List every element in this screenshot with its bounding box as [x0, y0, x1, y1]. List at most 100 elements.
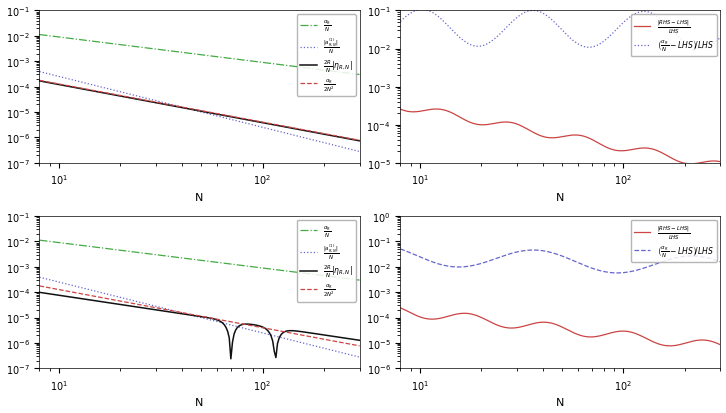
$\frac{2R}{N}|\eta_{R,N}|$ [94, 299, 103, 304]
$\frac{\alpha_R}{2N^2}$ [35, 284, 44, 289]
$\frac{\alpha_R}{N}$ [355, 278, 364, 283]
X-axis label: N: N [556, 397, 565, 408]
$\frac{|RHS-LHS|}{LHS}$ [455, 311, 464, 316]
$\frac{\alpha_R}{2N^2}$ [328, 133, 337, 138]
$\frac{|a^{(1)}_{R,N}|}{N}$ [328, 143, 337, 148]
$\frac{2R}{N}|\eta_{R,N}|$ [48, 292, 57, 297]
$\frac{\alpha_R}{2N^2}$ [328, 338, 337, 343]
$\frac{\alpha_R}{N}$ [35, 238, 44, 243]
$\left(\frac{\alpha_R}{N}-LHS\right)\!/LHS$ [696, 47, 704, 52]
$\frac{2R}{N}|\eta_{R,N}|$ [339, 136, 348, 141]
$\left(\frac{\alpha_R}{N}-LHS\right)\!/LHS$ [716, 260, 725, 265]
$\frac{|a^{(1)}_{R,N}|}{N}$ [94, 85, 103, 90]
$\left(\frac{\alpha_R}{N}-LHS\right)\!/LHS$ [481, 260, 490, 265]
$\frac{|RHS-LHS|}{LHS}$ [431, 107, 440, 112]
$\frac{|a^{(1)}_{R,N}|}{N}$ [35, 275, 44, 280]
$\frac{2R}{N}|\eta_{R,N}|$ [330, 334, 338, 339]
$\frac{\alpha_R}{N}$ [54, 36, 63, 40]
$\frac{\alpha_R}{2N^2}$ [54, 82, 63, 87]
$\left(\frac{\alpha_R}{N}-LHS\right)\!/LHS$ [701, 255, 710, 260]
$\frac{\alpha_R}{2N^2}$ [121, 95, 129, 100]
$\frac{|RHS-LHS|}{LHS}$ [415, 109, 424, 114]
X-axis label: N: N [556, 192, 565, 202]
Line: $\frac{2R}{N}|\eta_{R,N}|$: $\frac{2R}{N}|\eta_{R,N}|$ [39, 293, 359, 359]
$\frac{|a^{(1)}_{R,N}|}{N}$ [94, 290, 103, 295]
$\left(\frac{\alpha_R}{N}-LHS\right)\!/LHS$ [409, 252, 417, 257]
$\frac{|RHS-LHS|}{LHS}$ [716, 342, 725, 347]
X-axis label: N: N [195, 397, 204, 408]
$\frac{|RHS-LHS|}{LHS}$ [701, 338, 710, 343]
$\frac{|a^{(1)}_{R,N}|}{N}$ [339, 351, 348, 356]
$\left(\frac{\alpha_R}{N}-LHS\right)\!/LHS$ [457, 37, 466, 42]
$\frac{|RHS-LHS|}{LHS}$ [409, 312, 417, 317]
$\frac{|RHS-LHS|}{LHS}$ [396, 107, 405, 112]
$\frac{\alpha_R}{2N^2}$ [121, 300, 129, 305]
$\frac{|RHS-LHS|}{LHS}$ [483, 123, 492, 128]
Line: $\frac{\alpha_R}{N}$: $\frac{\alpha_R}{N}$ [39, 36, 359, 75]
$\left(\frac{\alpha_R}{N}-LHS\right)\!/LHS$ [613, 271, 622, 276]
$\left(\frac{\alpha_R}{N}-LHS\right)\!/LHS$ [690, 46, 699, 51]
$\frac{|a^{(1)}_{R,N}|}{N}$ [48, 278, 57, 283]
$\frac{|a^{(1)}_{R,N}|}{N}$ [355, 150, 364, 154]
Line: $\frac{\alpha_R}{2N^2}$: $\frac{\alpha_R}{2N^2}$ [39, 286, 359, 346]
$\frac{|RHS-LHS|}{LHS}$ [716, 160, 725, 165]
$\frac{\alpha_R}{N}$ [328, 69, 337, 74]
$\frac{2R}{N}|\eta_{R,N}|$ [48, 82, 57, 87]
$\left(\frac{\alpha_R}{N}-LHS\right)\!/LHS$ [419, 8, 428, 13]
$\frac{|a^{(1)}_{R,N}|}{N}$ [328, 348, 337, 353]
$\left(\frac{\alpha_R}{N}-LHS\right)\!/LHS$ [483, 42, 492, 47]
$\frac{\alpha_R}{N}$ [355, 73, 364, 78]
$\frac{|RHS-LHS|}{LHS}$ [409, 110, 417, 115]
$\frac{\alpha_R}{N}$ [48, 35, 57, 40]
$\frac{|RHS-LHS|}{LHS}$ [692, 161, 701, 166]
$\frac{\alpha_R}{2N^2}$ [339, 341, 348, 346]
$\frac{\alpha_R}{2N^2}$ [94, 295, 103, 300]
$\frac{2R}{N}|\eta_{R,N}|$ [121, 95, 129, 100]
$\frac{\alpha_R}{N}$ [339, 276, 348, 281]
$\frac{\alpha_R}{N}$ [328, 275, 337, 280]
$\frac{\alpha_R}{2N^2}$ [54, 287, 63, 292]
$\frac{|RHS-LHS|}{LHS}$ [703, 159, 712, 164]
$\frac{\alpha_R}{N}$ [121, 44, 129, 49]
$\frac{|a^{(1)}_{R,N}|}{N}$ [48, 73, 57, 78]
$\frac{2R}{N}|\eta_{R,N}|$ [54, 293, 63, 298]
$\frac{\alpha_R}{2N^2}$ [48, 81, 57, 86]
$\frac{|RHS-LHS|}{LHS}$ [396, 306, 405, 311]
$\frac{\alpha_R}{N}$ [54, 240, 63, 245]
$\frac{|a^{(1)}_{R,N}|}{N}$ [355, 355, 364, 360]
$\frac{2R}{N}|\eta_{R,N}|$ [121, 303, 129, 308]
$\frac{2R}{N}|\eta_{R,N}|$ [35, 290, 44, 295]
$\frac{2R}{N}|\eta_{R,N}|$ [355, 139, 364, 144]
$\frac{|a^{(1)}_{R,N}|}{N}$ [339, 146, 348, 151]
$\frac{2R}{N}|\eta_{R,N}|$ [355, 338, 364, 343]
$\frac{|a^{(1)}_{R,N}|}{N}$ [121, 91, 129, 96]
$\frac{2R}{N}|\eta_{R,N}|$ [227, 356, 235, 361]
$\left(\frac{\alpha_R}{N}-LHS\right)\!/LHS$ [716, 36, 725, 41]
$\frac{\alpha_R}{N}$ [48, 240, 57, 244]
$\left(\frac{\alpha_R}{N}-LHS\right)\!/LHS$ [415, 255, 424, 260]
Line: $\left(\frac{\alpha_R}{N}-LHS\right)\!/LHS$: $\left(\frac{\alpha_R}{N}-LHS\right)\!/L… [401, 10, 720, 49]
$\frac{\alpha_R}{N}$ [121, 249, 129, 254]
Line: $\left(\frac{\alpha_R}{N}-LHS\right)\!/LHS$: $\left(\frac{\alpha_R}{N}-LHS\right)\!/L… [401, 249, 720, 273]
$\frac{\alpha_R}{2N^2}$ [35, 78, 44, 83]
$\frac{|a^{(1)}_{R,N}|}{N}$ [54, 75, 63, 80]
Line: $\frac{|a^{(1)}_{R,N}|}{N}$: $\frac{|a^{(1)}_{R,N}|}{N}$ [39, 278, 359, 357]
Line: $\frac{2R}{N}|\eta_{R,N}|$: $\frac{2R}{N}|\eta_{R,N}|$ [39, 82, 359, 142]
$\frac{2R}{N}|\eta_{R,N}|$ [340, 336, 349, 341]
$\frac{|RHS-LHS|}{LHS}$ [457, 116, 466, 121]
Line: $\frac{|RHS-LHS|}{LHS}$: $\frac{|RHS-LHS|}{LHS}$ [401, 110, 720, 164]
$\frac{\alpha_R}{N}$ [339, 71, 348, 76]
Legend: $\frac{|RHS-LHS|}{LHS}$, $\left(\frac{\alpha_R}{N}-LHS\right)\!/LHS$: $\frac{|RHS-LHS|}{LHS}$, $\left(\frac{\a… [631, 15, 717, 57]
X-axis label: N: N [195, 192, 204, 202]
Line: $\frac{\alpha_R}{N}$: $\frac{\alpha_R}{N}$ [39, 240, 359, 280]
$\frac{\alpha_R}{N}$ [94, 40, 103, 45]
Line: $\frac{|a^{(1)}_{R,N}|}{N}$: $\frac{|a^{(1)}_{R,N}|}{N}$ [39, 72, 359, 152]
$\frac{\alpha_R}{2N^2}$ [355, 138, 364, 143]
$\frac{|a^{(1)}_{R,N}|}{N}$ [121, 296, 129, 301]
Legend: $\frac{\alpha_R}{N}$, $\frac{|a^{(1)}_{R,N}|}{N}$, $\frac{2R}{N}|\eta_{R,N}|$, $: $\frac{\alpha_R}{N}$, $\frac{|a^{(1)}_{R… [297, 15, 356, 97]
$\frac{\alpha_R}{2N^2}$ [94, 90, 103, 95]
$\left(\frac{\alpha_R}{N}-LHS\right)\!/LHS$ [455, 265, 464, 270]
$\frac{2R}{N}|\eta_{R,N}|$ [35, 79, 44, 84]
$\frac{|RHS-LHS|}{LHS}$ [415, 315, 424, 320]
$\frac{\alpha_R}{N}$ [35, 33, 44, 38]
